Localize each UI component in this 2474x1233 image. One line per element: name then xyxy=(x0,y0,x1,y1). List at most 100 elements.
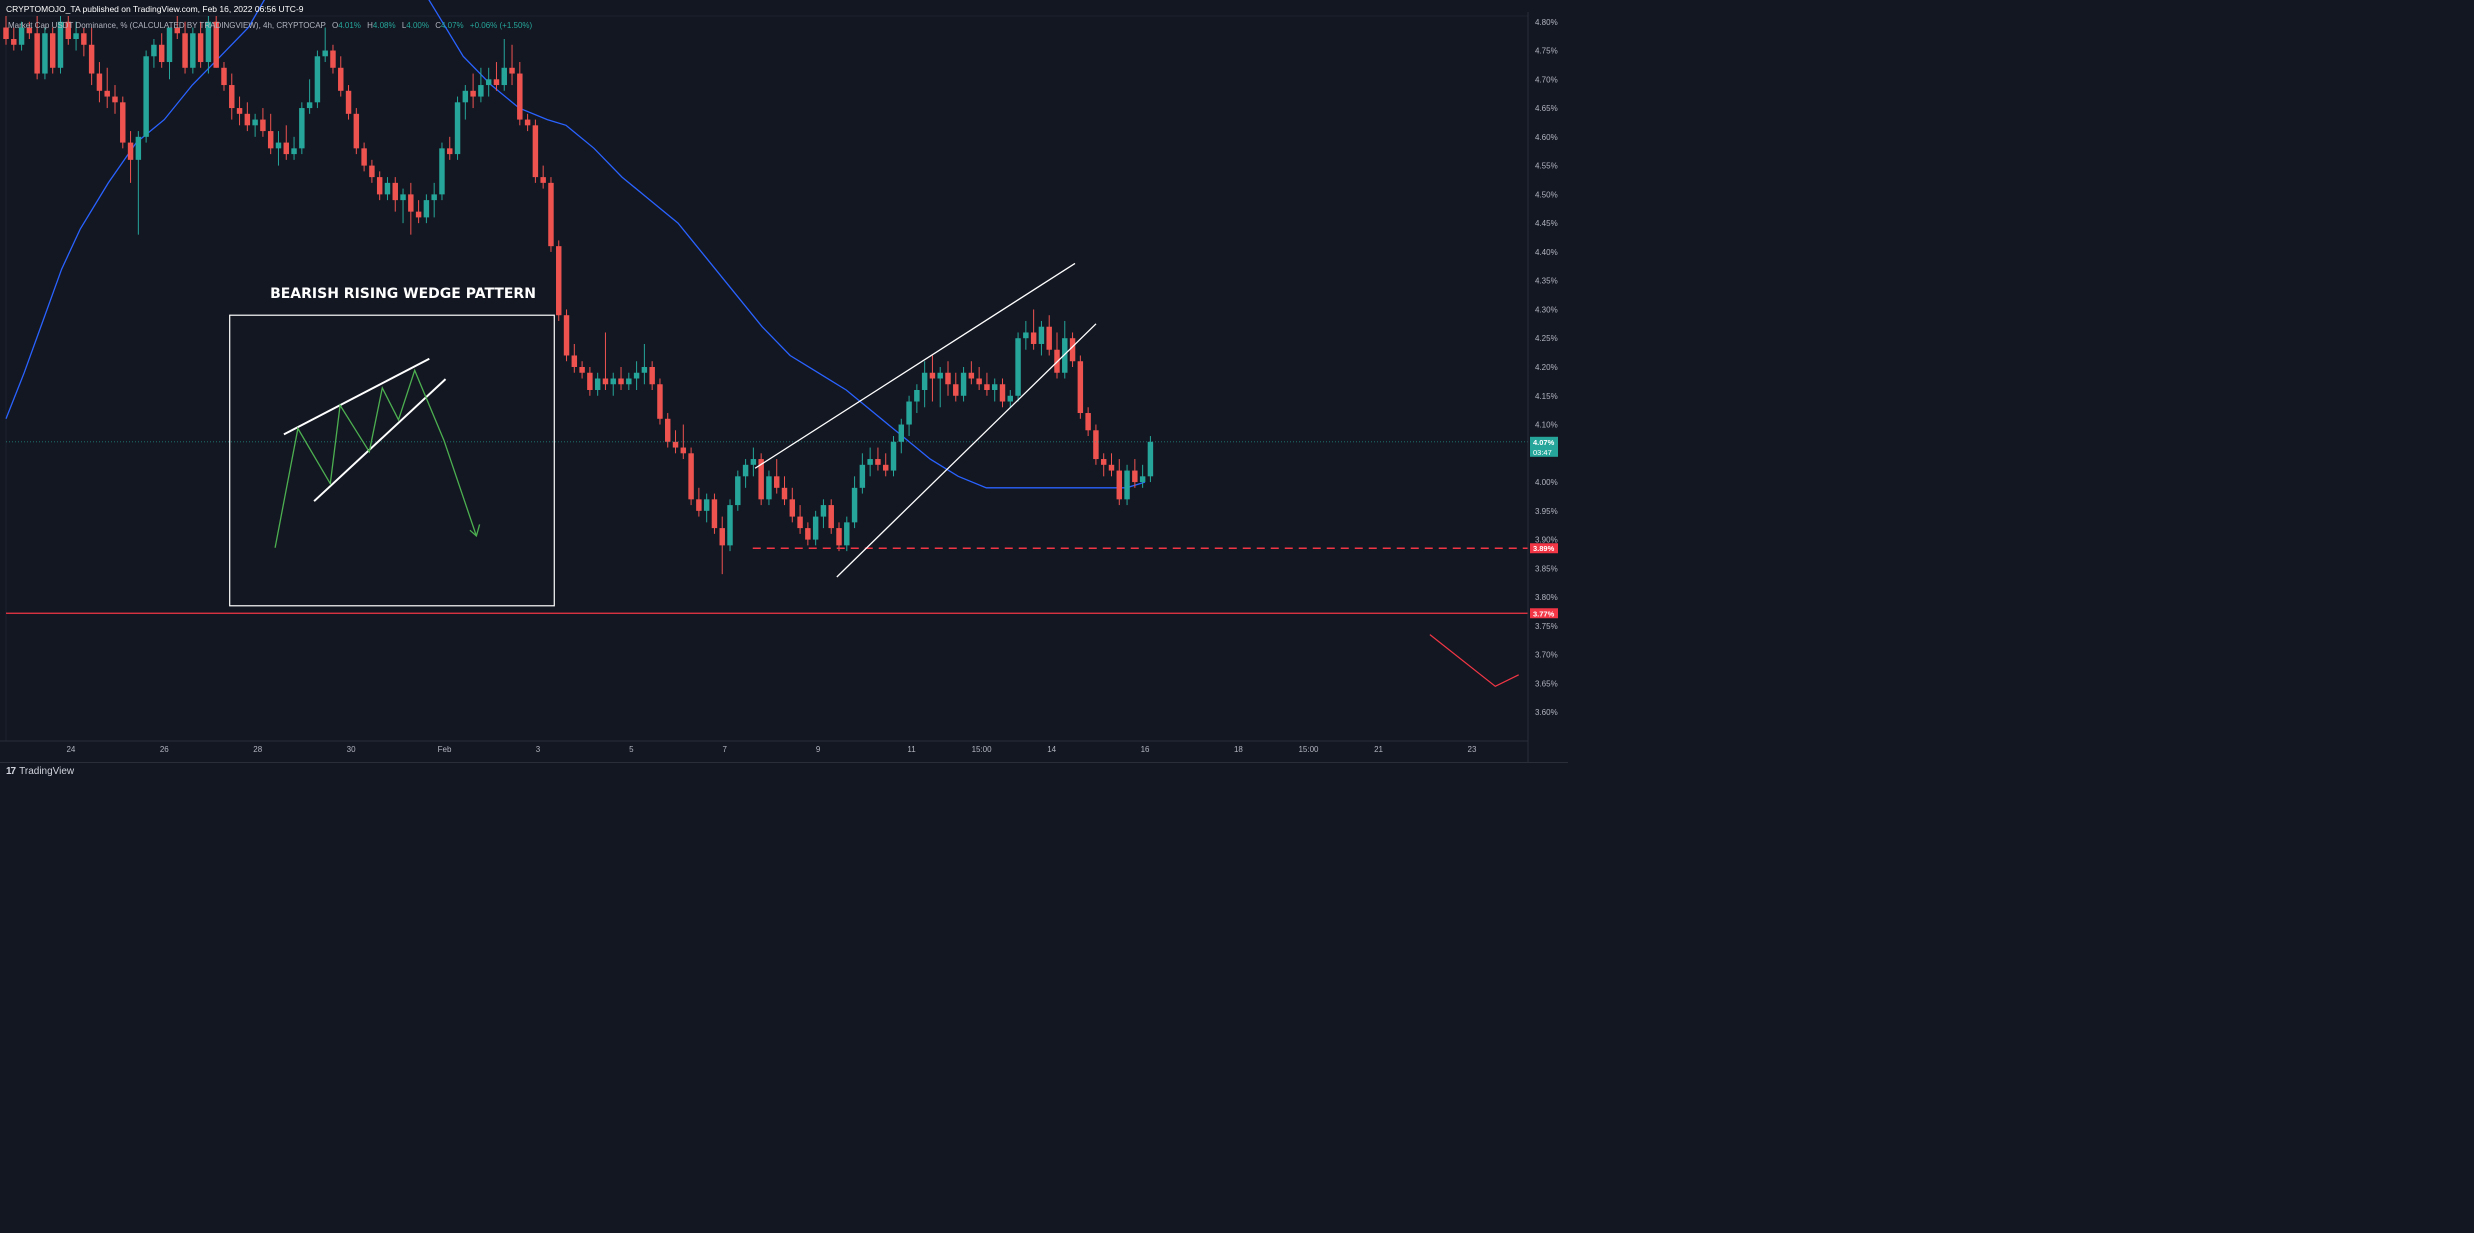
candle-body xyxy=(322,50,328,57)
time-tick-label: Feb xyxy=(438,745,452,754)
price-tick-label: 4.50% xyxy=(1535,190,1558,199)
candle-body xyxy=(890,441,897,471)
candle-body xyxy=(976,378,982,385)
candle-body xyxy=(649,366,655,385)
tradingview-logo[interactable]: 17 TradingView xyxy=(6,766,74,777)
candle-body xyxy=(960,372,967,396)
illustration-zigzag xyxy=(274,368,478,548)
price-tick-label: 3.75% xyxy=(1535,622,1558,631)
wedge-upper-line xyxy=(754,262,1076,469)
candle-body xyxy=(851,487,858,523)
candle-body xyxy=(415,211,422,218)
candle-body xyxy=(369,165,375,178)
candle-body xyxy=(991,384,998,391)
candle-body xyxy=(766,476,772,500)
candle-body xyxy=(260,119,266,132)
candle-body xyxy=(1147,441,1154,477)
symbol-legend[interactable]: Market Cap USDT Dominance, % (CALCULATED… xyxy=(8,21,532,30)
candle-body xyxy=(1030,332,1037,344)
candle-body xyxy=(797,516,803,529)
candle-body xyxy=(556,246,562,316)
candle-body xyxy=(1132,470,1138,483)
candles xyxy=(3,16,1154,575)
candle-body xyxy=(65,21,72,40)
published-caption: CRYPTOMOJO_TA published on TradingView.c… xyxy=(6,4,304,14)
price-tick-label: 3.65% xyxy=(1535,679,1558,688)
candle-body xyxy=(361,148,367,166)
price-chart[interactable]: BEARISH RISING WEDGE PATTERN 4.80%4.75%4… xyxy=(0,0,1568,781)
candle-body xyxy=(392,182,398,201)
candle-body xyxy=(454,102,461,155)
candle-body xyxy=(447,148,453,155)
candle-body xyxy=(462,90,469,103)
candle-body xyxy=(719,528,725,546)
candle-body xyxy=(493,79,500,86)
candle-body xyxy=(501,67,507,86)
candle-body xyxy=(735,476,741,506)
price-tick-label: 4.45% xyxy=(1535,219,1558,228)
current-price-label: 4.07% xyxy=(1533,438,1555,447)
candle-body xyxy=(626,378,632,385)
price-tick-label: 3.95% xyxy=(1535,507,1558,516)
time-tick-label: 16 xyxy=(1141,745,1150,754)
price-change: +0.06% (+1.50%) xyxy=(469,21,533,30)
candle-body xyxy=(571,355,578,367)
candle-body xyxy=(158,44,165,63)
symbol-name: Market Cap USDT Dominance, % (CALCULATED… xyxy=(8,21,326,30)
candle-body xyxy=(423,200,430,218)
time-tick-label: 26 xyxy=(160,745,169,754)
time-tick-label: 23 xyxy=(1468,745,1477,754)
ohlc-low-label: L xyxy=(401,21,407,30)
candle-body xyxy=(742,464,749,477)
candle-body xyxy=(236,108,243,114)
candle-body xyxy=(828,505,834,529)
candle-body xyxy=(338,67,344,91)
candle-body xyxy=(470,90,476,97)
candle-body xyxy=(431,194,437,201)
candle-body xyxy=(587,372,593,391)
candle-body xyxy=(657,384,663,419)
price-tick-label: 3.60% xyxy=(1535,708,1558,717)
candle-body xyxy=(758,459,764,500)
candle-body xyxy=(81,33,87,45)
candle-body xyxy=(509,67,515,74)
candle-body xyxy=(781,487,788,500)
candle-body xyxy=(859,464,866,488)
axes: 4.80% 4.75% 4.70% 4.65% 4.60% 4.55% 4.50% 4.45%… xyxy=(0,12,1558,762)
candle-body xyxy=(774,476,780,488)
candle-body xyxy=(579,366,585,373)
candle-body xyxy=(789,499,796,517)
grid xyxy=(5,15,1529,742)
time-tick-label: 28 xyxy=(253,745,262,754)
time-tick-label: 24 xyxy=(66,745,75,754)
candle-body xyxy=(353,113,360,149)
candle-body xyxy=(166,27,173,63)
candle-body xyxy=(1085,413,1091,431)
candle-body xyxy=(999,384,1006,402)
pattern-heading: BEARISH RISING WEDGE PATTERN xyxy=(270,286,536,302)
candle-body xyxy=(602,378,609,385)
candle-body xyxy=(633,372,640,379)
pattern-box xyxy=(229,314,555,607)
candle-body xyxy=(73,33,79,40)
candle-body xyxy=(867,459,873,465)
candle-body xyxy=(548,182,554,247)
candle-body xyxy=(1062,338,1068,373)
candle-body xyxy=(618,378,624,385)
candle-body xyxy=(1139,476,1146,483)
candle-body xyxy=(594,378,601,391)
candle-body xyxy=(696,499,702,511)
candle-body xyxy=(197,33,204,63)
candle-body xyxy=(291,148,297,155)
price-tick-label: 3.80% xyxy=(1535,593,1558,602)
candle-body xyxy=(665,418,671,442)
footer-bar xyxy=(0,762,1568,782)
candle-body xyxy=(174,27,180,34)
chart-area[interactable]: BEARISH RISING WEDGE PATTERN 4.80% 4.75% 4… xyxy=(0,0,1568,781)
price-tick-label: 4.25% xyxy=(1535,334,1558,343)
candle-body xyxy=(1023,332,1029,339)
ohlc-open-value: 4.01% xyxy=(338,21,361,30)
time-tick-label: 15:00 xyxy=(1298,745,1319,754)
candle-body xyxy=(680,447,687,454)
candle-body xyxy=(182,33,188,68)
